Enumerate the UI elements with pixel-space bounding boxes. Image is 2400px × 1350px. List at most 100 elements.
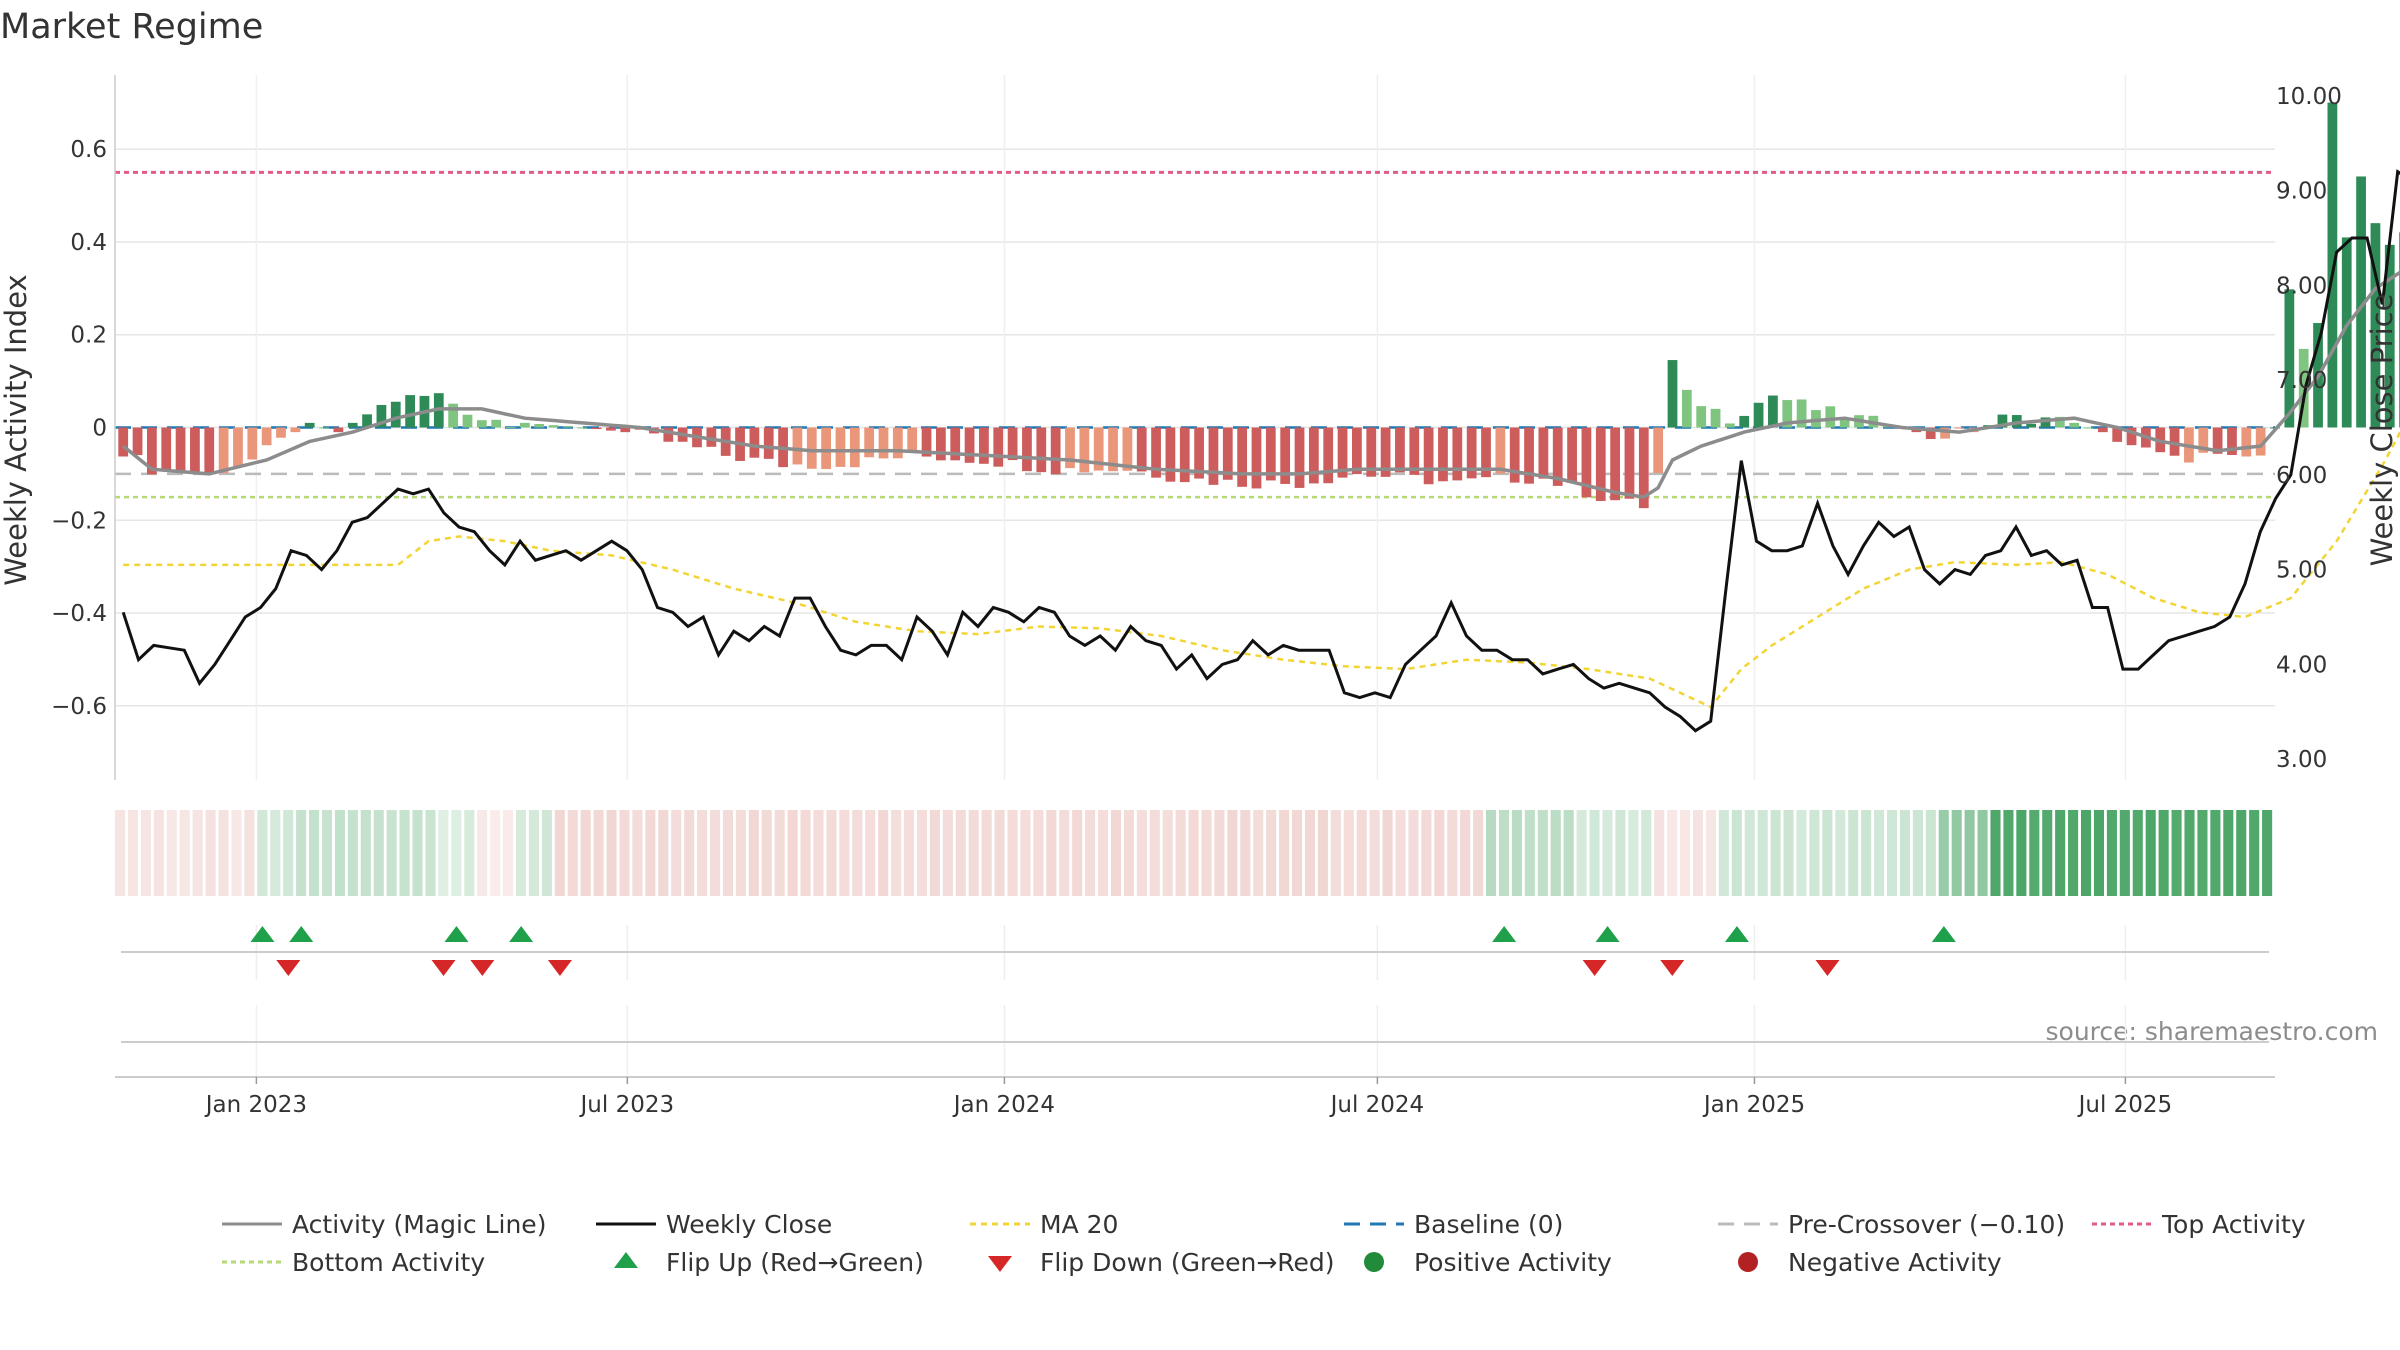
regime-cell [1447, 810, 1458, 896]
x-tick-label: Jan 2024 [952, 1092, 1055, 1118]
activity-bar [2370, 223, 2381, 428]
weekly-close-line [121, 169, 2400, 733]
y-axis-right-label: Weekly Close Price [2365, 294, 2399, 567]
regime-cell [1214, 810, 1225, 896]
ma20-line [123, 430, 2400, 709]
svg-text:Baseline (0): Baseline (0) [1414, 1210, 1563, 1239]
activity-bar [405, 395, 415, 428]
regime-cell [580, 810, 591, 896]
activity-bar [276, 427, 286, 438]
regime-cell [1408, 810, 1419, 896]
y-right-tick-label: 7.00 [2276, 368, 2327, 394]
regime-cell [684, 810, 695, 896]
regime-cell [2055, 810, 2066, 896]
activity-bar [1452, 427, 1463, 481]
regime-cell [1498, 810, 1510, 896]
activity-bar [1308, 427, 1319, 484]
regime-cell [1085, 810, 1096, 896]
activity-bar [792, 427, 803, 465]
activity-bar [936, 427, 946, 461]
regime-cell [1615, 810, 1626, 896]
activity-bar [606, 427, 616, 431]
regime-cell [1641, 810, 1652, 896]
regime-cell [2132, 810, 2143, 896]
regime-cell [192, 810, 203, 896]
flip-up-marker [509, 926, 534, 942]
regime-cell [1731, 810, 1742, 896]
activity-bar [821, 427, 831, 470]
activity-bar [1696, 406, 1707, 428]
activity-bar [1997, 414, 2008, 428]
activity-bar [1065, 427, 1075, 469]
flip-up-marker [444, 926, 469, 942]
legend-positive-activity: Positive Activity [1364, 1248, 1612, 1277]
activity-bar [2083, 427, 2094, 429]
flip-down-marker [276, 960, 301, 976]
regime-cell [1059, 810, 1070, 896]
svg-text:Weekly Close: Weekly Close [666, 1210, 832, 1239]
series-lines [121, 169, 2400, 733]
y-right-tick-label: 5.00 [2276, 558, 2327, 584]
regime-cell [127, 810, 139, 896]
activity-bar [190, 427, 200, 474]
regime-cell [1628, 810, 1639, 896]
activity-bar [1796, 399, 1807, 428]
activity-bar [1352, 427, 1362, 475]
activity-bar [362, 414, 372, 428]
activity-bar [979, 427, 989, 464]
activity-bar [1294, 427, 1305, 488]
activity-bar [1237, 427, 1248, 487]
activity-bar [233, 427, 243, 467]
y-right-tick-label: 10.00 [2276, 84, 2342, 110]
activity-bar [132, 427, 143, 456]
activity-bar [1825, 406, 1836, 428]
regime-cell [1330, 810, 1341, 896]
regime-cell [1899, 810, 1910, 896]
regime-cell [2029, 810, 2040, 896]
regime-cell [283, 810, 294, 896]
regime-cell [2236, 810, 2247, 896]
regime-cell [1796, 810, 1807, 896]
regime-cell [1757, 810, 1768, 896]
activity-bar [1538, 427, 1549, 479]
y-left-tick-label: 0.4 [70, 230, 107, 256]
activity-bar [261, 427, 272, 446]
activity-bar [749, 427, 760, 458]
activity-bar [1954, 427, 1965, 429]
activity-bar [147, 427, 157, 475]
regime-cell [1421, 810, 1432, 896]
activity-bar [2026, 423, 2037, 428]
regime-cell [464, 810, 475, 896]
activity-bar [2126, 427, 2137, 446]
svg-text:Negative Activity: Negative Activity [1788, 1248, 2002, 1277]
regime-cell [1046, 810, 1057, 896]
activity-bar [2241, 427, 2252, 457]
regime-cell [1201, 810, 1212, 896]
axes: 0.6 0.4 0.2 0 −0.2 −0.4 −0.6 10.00 9.00 8.00 7.00 6… [51, 75, 2342, 780]
regime-cell [1356, 810, 1367, 896]
activity-bar [1595, 427, 1606, 501]
regime-cell [2106, 810, 2117, 896]
activity-bar [1265, 427, 1276, 481]
regime-cell [645, 810, 656, 896]
regime-cell [257, 810, 268, 896]
flip-up-marker [1595, 926, 1620, 942]
regime-cell [567, 810, 578, 896]
regime-cell [1240, 810, 1251, 896]
activity-bar [1524, 427, 1534, 484]
activity-bar [806, 427, 817, 469]
flip-down-marker [431, 960, 456, 976]
flip-up-marker [1724, 926, 1749, 942]
regime-cell [955, 810, 966, 896]
activity-bar [849, 427, 860, 468]
flip-down-marker [470, 960, 495, 976]
regime-cell [296, 810, 307, 896]
regime-cell [2210, 810, 2221, 896]
regime-cell [1563, 810, 1574, 896]
activity-bar [1466, 427, 1477, 479]
regime-cell [218, 810, 229, 896]
regime-cell [1602, 810, 1613, 896]
regime-cell [1162, 810, 1173, 896]
activity-bar [763, 427, 774, 459]
